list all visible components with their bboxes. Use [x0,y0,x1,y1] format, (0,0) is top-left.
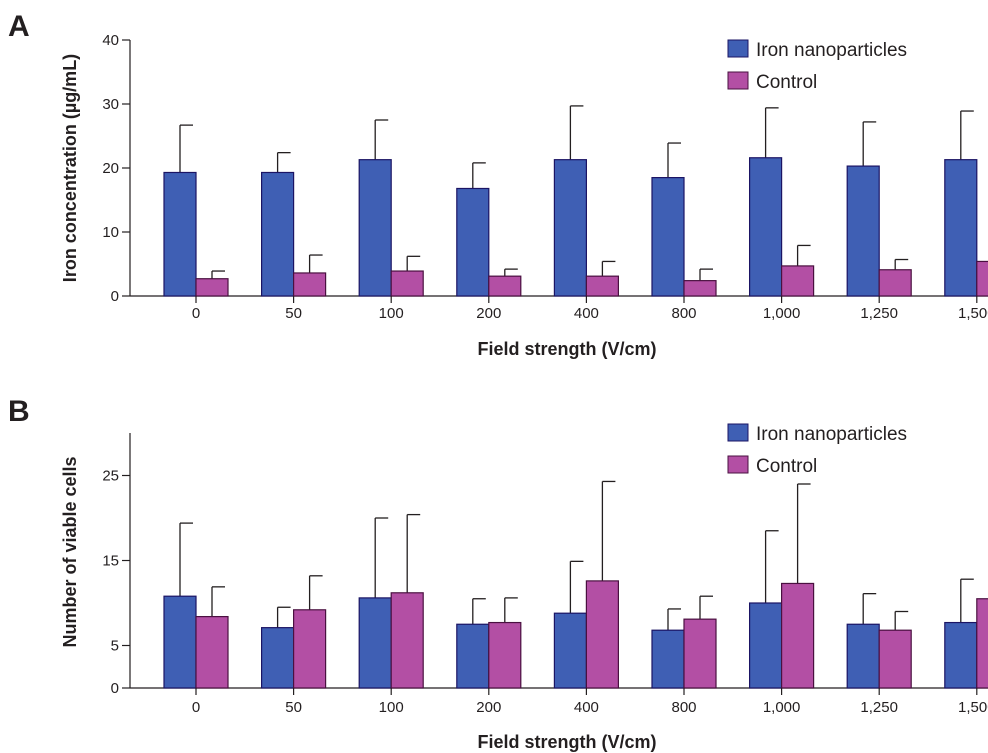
panel-b-x-tick-label: 1,250 [860,699,898,716]
panel-a-bar-iron-nanoparticles [261,171,295,297]
panel-a-bar-control [585,275,620,297]
panel-b-y-tick-label: 0 [111,680,119,697]
panel-a-legend: Iron nanoparticles Control [727,39,907,93]
panel-b-x-axis-title: Field strength (V/cm) [477,732,656,752]
panel-b-legend-label-control: Control [756,456,817,477]
panel-b-legend-swatch-control [727,455,749,474]
panel-a-x-tick-label: 1,500 [958,305,988,322]
panel-a-bar-control [293,272,327,297]
panel-a-bar-iron-nanoparticles [358,159,392,297]
panel-a-x-tick-label: 1,250 [860,305,898,322]
panel-a-bar-control [780,265,815,297]
panel-b-x-tick-label: 50 [285,699,302,716]
panel-a-legend-swatch-iron [727,39,749,58]
panel-a-bar-control [683,280,717,297]
panel-b-bar-iron-nanoparticles [846,623,880,689]
panel-a-bar-control [390,270,424,297]
panel-a-x-tick-label: 400 [574,305,599,322]
panel-b-bar-control [976,598,988,689]
panel-a-x-tick-label: 100 [379,305,404,322]
panel-b-bar-control [195,615,229,689]
panel-b-bar-control [390,592,424,689]
panel-b-bar-iron-nanoparticles [456,623,490,689]
panel-b-bar-control [585,580,620,689]
panel-a-bar-iron-nanoparticles [456,187,490,297]
panel-a-chart: A Iron concentration (µg/mL) Field stren… [8,10,988,359]
panel-a-x-tick-label: 0 [192,305,200,322]
panel-a-bar-control [195,278,229,297]
panel-a-y-tick-label: 40 [102,32,119,49]
panel-a-bar-control [976,260,988,297]
panel-b-chart: B Number of viable cells Field strength … [8,395,988,752]
panel-b-plot-area: 0 5 15 25 0 50 100 200 400 800 1,000 1,250 1,500 [102,433,988,716]
panel-a-bar-iron-nanoparticles [651,177,685,297]
panel-a-bar-iron-nanoparticles [944,159,978,297]
panel-a-y-tick-label: 20 [102,160,119,177]
panel-b-bar-iron-nanoparticles [944,621,978,689]
panel-b-bar-iron-nanoparticles [651,629,685,689]
panel-b-legend-swatch-iron [727,423,749,442]
panel-b-x-tick-label: 1,500 [958,699,988,716]
panel-b-bar-control [683,618,717,689]
panel-b-bar-control [878,629,912,689]
panel-b-bar-control [780,582,815,689]
panel-b-bar-iron-nanoparticles [553,612,588,689]
panel-b-bar-iron-nanoparticles [358,597,392,689]
panel-a-y-axis-title: Iron concentration (µg/mL) [60,54,80,282]
panel-b-x-tick-label: 800 [671,699,696,716]
panel-b-bar-iron-nanoparticles [748,602,783,689]
panel-b-label: B [8,395,30,428]
panel-a-bar-control [878,269,912,297]
panel-a-bar-iron-nanoparticles [748,157,783,297]
panel-a-x-tick-label: 800 [671,305,696,322]
panel-b-y-tick-label: 25 [102,468,119,485]
panel-a-x-axis-title: Field strength (V/cm) [477,339,656,359]
panel-b-x-tick-label: 400 [574,699,599,716]
panel-b-bar-control [488,621,522,689]
panel-b-y-tick-label: 15 [102,553,119,570]
panel-b-bar-control [293,609,327,689]
panel-b-y-axis-title: Number of viable cells [60,456,80,647]
panel-b-x-tick-label: 100 [379,699,404,716]
panel-a-y-tick-label: 30 [102,96,119,113]
panel-a-legend-label-control: Control [756,72,817,93]
panel-b-legend-label-iron: Iron nanoparticles [756,424,907,445]
panel-a-bar-iron-nanoparticles [553,159,588,297]
panel-a-x-tick-label: 200 [476,305,501,322]
panel-a-x-tick-label: 50 [285,305,302,322]
panel-a-legend-swatch-control [727,71,749,90]
panel-a-bar-iron-nanoparticles [163,171,197,297]
panel-b-x-tick-label: 0 [192,699,200,716]
panel-b-y-tick-label: 5 [111,638,119,655]
panel-a-legend-label-iron: Iron nanoparticles [756,40,907,61]
panel-b-x-tick-label: 200 [476,699,501,716]
panel-b-bar-iron-nanoparticles [261,627,295,689]
panel-a-label: A [8,10,30,43]
panel-a-bar-control [488,275,522,297]
panel-b-bar-iron-nanoparticles [163,595,197,689]
panel-a-x-tick-label: 1,000 [763,305,801,322]
panel-b-x-tick-label: 1,000 [763,699,801,716]
panel-a-bar-iron-nanoparticles [846,165,880,297]
panel-a-y-tick-label: 10 [102,224,119,241]
panel-b-legend: Iron nanoparticles Control [727,423,907,477]
panel-a-y-tick-label: 0 [111,288,119,305]
